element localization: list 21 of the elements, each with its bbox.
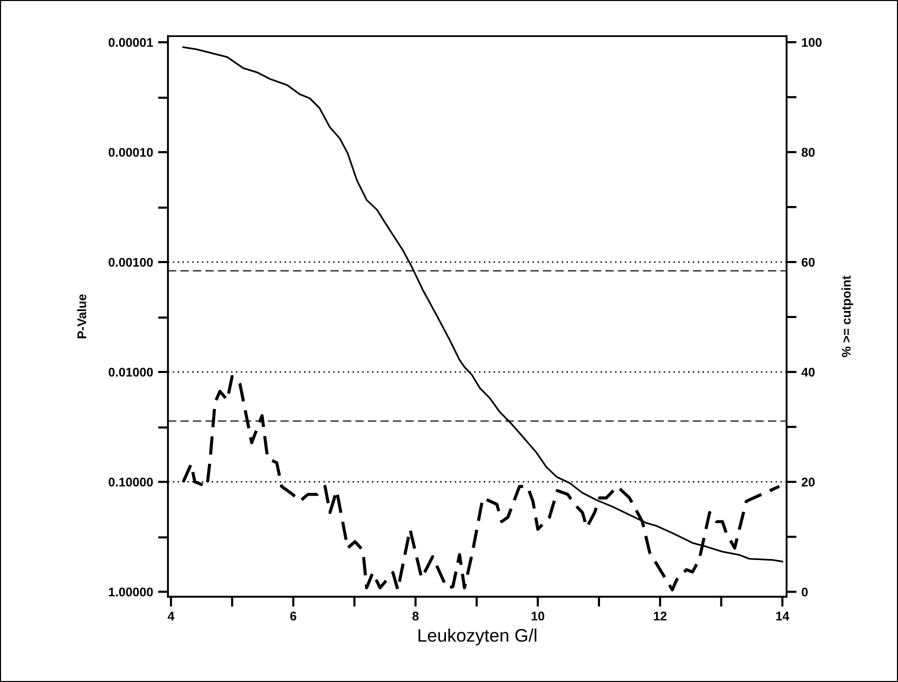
- y-tick-label: 0.00010: [108, 148, 153, 157]
- x-tick-label: 6: [290, 612, 296, 621]
- y2-tick-label: 40: [801, 368, 815, 377]
- x-tick-label: 14: [776, 612, 790, 620]
- x-tick-label: 10: [532, 612, 544, 621]
- x-tick-label: 8: [412, 612, 419, 621]
- y-tick-label: 0.10000: [108, 478, 153, 487]
- y2-tick-label: 60: [802, 258, 815, 267]
- y2-tick-label: 0: [802, 588, 808, 596]
- y2-tick-label: 20: [802, 478, 815, 487]
- y2-tick-label: 100: [802, 38, 822, 47]
- x-tick-label: 12: [654, 612, 667, 620]
- x-axis-title: Leukozyten G/l: [418, 628, 536, 646]
- y2-tick-label: 80: [802, 148, 815, 157]
- y-tick-label: 0.01000: [108, 368, 153, 377]
- y-tick-label: 0.00100: [108, 258, 153, 267]
- x-tick-label: 4: [168, 612, 174, 620]
- y-axis-title: P-Value: [77, 294, 86, 338]
- y-tick-label: 0.00001: [108, 38, 153, 47]
- y-tick-label: 1.00000: [108, 588, 153, 596]
- y2-axis-title: % >= cutpoint: [842, 276, 854, 358]
